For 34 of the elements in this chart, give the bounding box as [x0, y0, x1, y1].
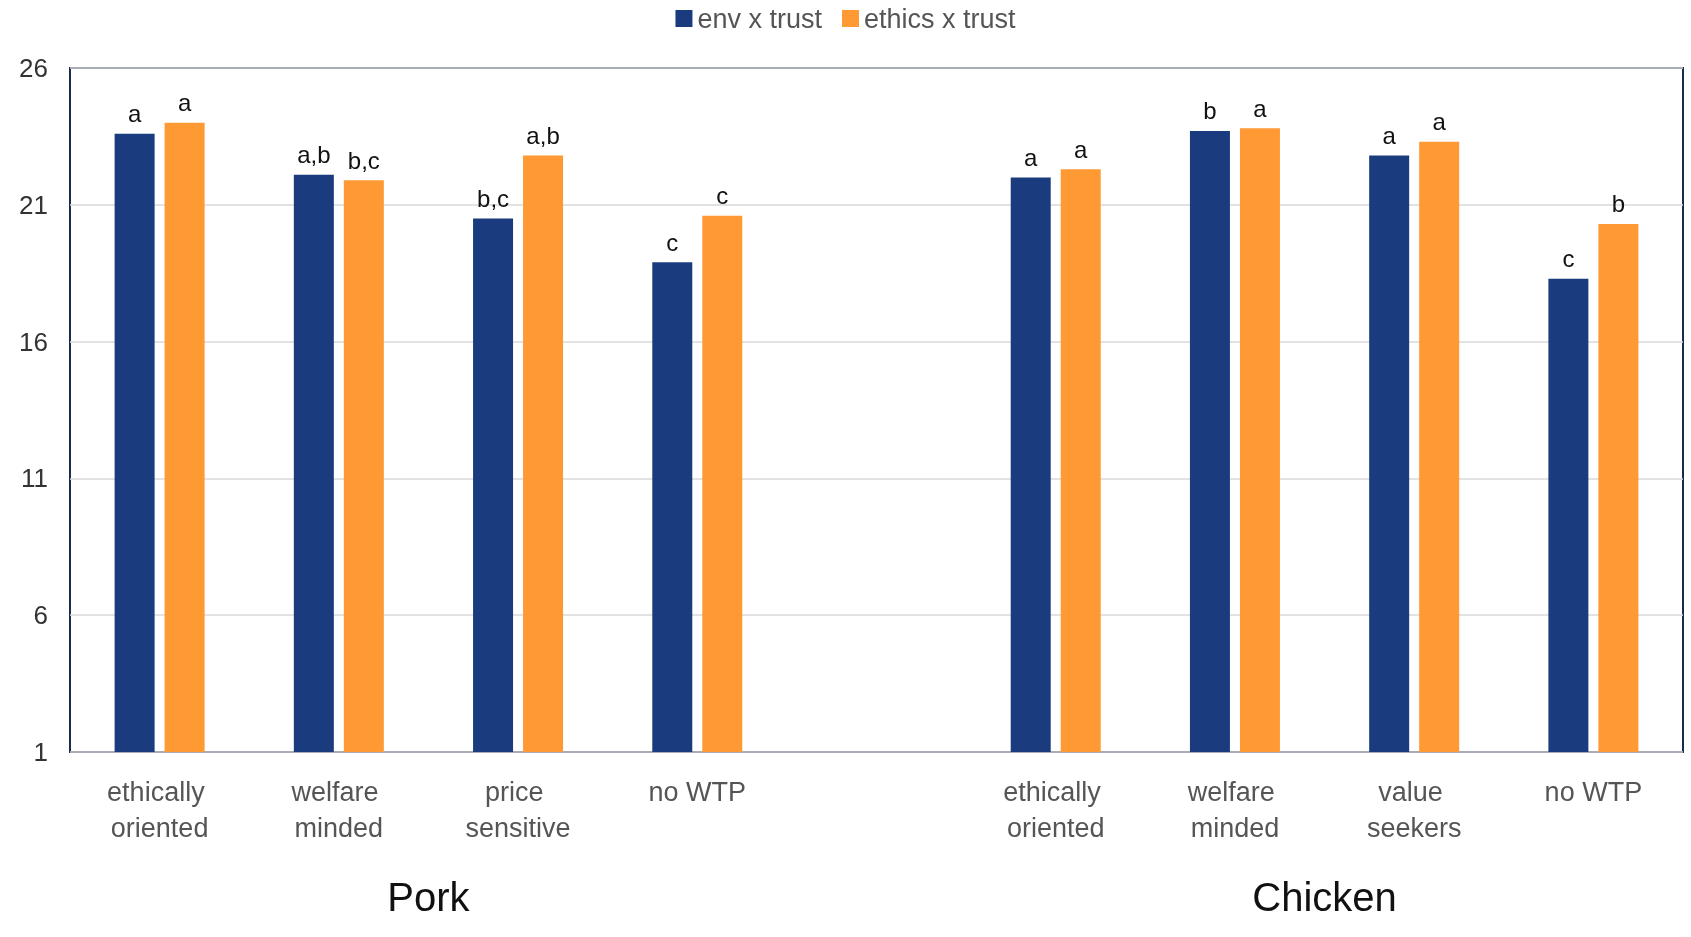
x-tick-label: value seekers — [1366, 777, 1462, 843]
data-label: c — [666, 228, 679, 256]
y-tick-label: 21 — [19, 189, 48, 220]
data-label: a,b — [297, 141, 331, 169]
data-label: c — [1562, 245, 1575, 273]
data-label: a — [1074, 135, 1089, 163]
x-tick-label: price sensitive — [465, 777, 571, 843]
data-label: c — [716, 182, 729, 210]
y-tick-label: 26 — [19, 53, 48, 83]
data-label: a — [127, 100, 142, 128]
data-label: a — [1382, 122, 1397, 150]
legend-label: env x trust — [697, 3, 823, 34]
y-tick-label: 16 — [19, 326, 48, 357]
legend-label: ethics x trust — [864, 3, 1017, 34]
x-tick-label: ethically oriented — [1003, 777, 1109, 843]
y-tick-label: 6 — [33, 600, 48, 631]
data-label: b — [1203, 97, 1217, 125]
y-tick-label: 1 — [33, 737, 48, 767]
data-label: a,b — [526, 122, 560, 150]
data-label: b,c — [477, 184, 510, 212]
x-tick-label: no WTP — [648, 777, 747, 807]
data-label: a — [1432, 108, 1447, 136]
data-label: a — [1253, 94, 1268, 122]
x-tick-label: no WTP — [1544, 777, 1643, 807]
data-label: b — [1611, 190, 1626, 218]
data-label: b,c — [347, 146, 380, 174]
text: Chicken — [1252, 875, 1397, 919]
x-tick-label: welfare minded — [1186, 777, 1283, 843]
x-tick-label: ethically oriented — [107, 777, 213, 843]
y-tick-label: 11 — [21, 463, 48, 494]
data-label: a — [1024, 143, 1039, 171]
text: Pork — [387, 875, 471, 919]
data-label: a — [177, 89, 192, 117]
x-tick-label: welfare minded — [290, 777, 387, 843]
